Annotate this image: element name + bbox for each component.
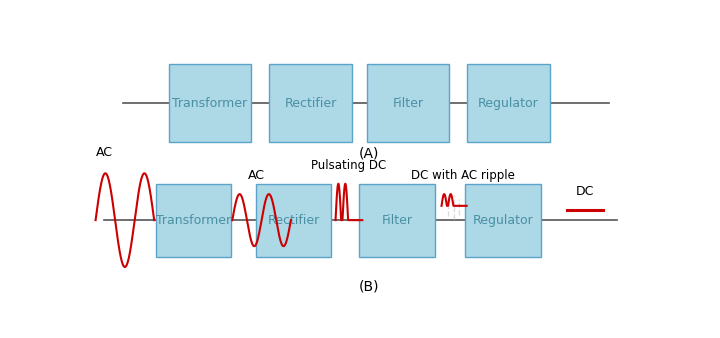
FancyBboxPatch shape	[467, 64, 550, 142]
FancyBboxPatch shape	[156, 184, 231, 257]
Text: DC with AC ripple: DC with AC ripple	[410, 169, 514, 183]
Text: DC: DC	[576, 185, 595, 198]
Text: Transformer: Transformer	[156, 214, 231, 227]
Text: Filter: Filter	[382, 214, 413, 227]
FancyBboxPatch shape	[168, 64, 251, 142]
Text: AC: AC	[248, 169, 264, 183]
Text: (A): (A)	[359, 147, 379, 161]
Text: Regulator: Regulator	[472, 214, 534, 227]
FancyBboxPatch shape	[256, 184, 331, 257]
FancyBboxPatch shape	[465, 184, 541, 257]
Text: Rectifier: Rectifier	[268, 214, 320, 227]
Text: (B): (B)	[359, 280, 379, 293]
Text: Transformer: Transformer	[172, 97, 248, 110]
Text: Regulator: Regulator	[478, 97, 539, 110]
FancyBboxPatch shape	[269, 64, 351, 142]
FancyBboxPatch shape	[366, 64, 449, 142]
FancyBboxPatch shape	[359, 184, 435, 257]
Text: Rectifier: Rectifier	[284, 97, 336, 110]
Text: Pulsating DC: Pulsating DC	[311, 159, 387, 172]
Text: AC: AC	[96, 146, 112, 159]
Text: Filter: Filter	[392, 97, 423, 110]
